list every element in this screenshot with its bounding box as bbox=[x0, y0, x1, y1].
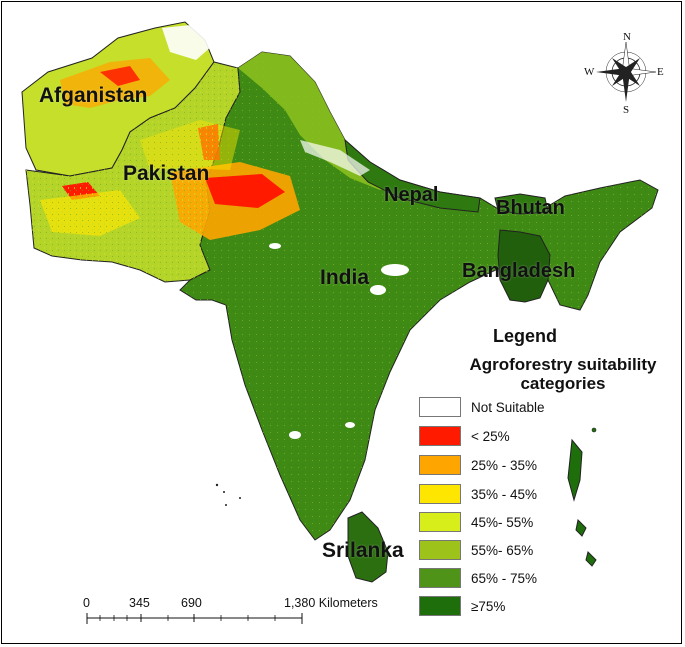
scale-label-690: 690 bbox=[181, 596, 202, 610]
legend-label: 45%- 55% bbox=[471, 514, 534, 530]
compass-rose: N S E W bbox=[584, 31, 664, 116]
compass-n: N bbox=[623, 31, 631, 43]
legend-item-lt25: < 25% bbox=[419, 425, 510, 447]
legend-swatch bbox=[419, 426, 461, 446]
label-afghanistan: Afganistan bbox=[39, 84, 148, 107]
legend-swatch bbox=[419, 596, 461, 616]
scale-label-0: 0 bbox=[83, 596, 90, 610]
label-pakistan: Pakistan bbox=[123, 162, 210, 185]
compass-w: W bbox=[584, 66, 595, 78]
legend-item-35-45: 35% - 45% bbox=[419, 483, 537, 505]
scale-label-1380: 1,380 Kilometers bbox=[284, 596, 378, 610]
region-bangladesh bbox=[497, 229, 551, 303]
compass-e: E bbox=[657, 66, 664, 78]
legend-item-ge75: ≥75% bbox=[419, 595, 505, 617]
legend-item-65-75: 65% - 75% bbox=[419, 567, 537, 589]
hotspot-white bbox=[162, 24, 212, 60]
label-bhutan: Bhutan bbox=[496, 197, 565, 219]
hotspot-north-red bbox=[100, 66, 140, 86]
legend-label: 55%- 65% bbox=[471, 542, 534, 558]
legend-swatch bbox=[419, 484, 461, 504]
legend-label: 25% - 35% bbox=[471, 457, 538, 473]
legend-label: 35% - 45% bbox=[471, 486, 538, 502]
label-india: India bbox=[320, 266, 370, 289]
compass-s: S bbox=[623, 104, 629, 116]
scale-label-345: 345 bbox=[129, 596, 150, 610]
legend-label: < 25% bbox=[471, 428, 510, 444]
legend-swatch bbox=[419, 540, 461, 560]
legend-subtitle-1: Agroforestry suitability bbox=[469, 355, 657, 374]
legend-item-not-suitable: Not Suitable bbox=[419, 396, 545, 418]
region-bhutan bbox=[494, 193, 549, 215]
legend-swatch bbox=[419, 455, 461, 475]
legend-swatch bbox=[419, 568, 461, 588]
legend-label: ≥75% bbox=[471, 598, 506, 614]
region-srilanka bbox=[347, 511, 389, 583]
legend-swatch bbox=[419, 512, 461, 532]
label-nepal: Nepal bbox=[384, 184, 439, 206]
legend-item-55-65: 55%- 65% bbox=[419, 539, 533, 561]
scale-bar bbox=[86, 613, 303, 624]
legend-item-45-55: 45%- 55% bbox=[419, 511, 533, 533]
legend-item-25-35: 25% - 35% bbox=[419, 454, 537, 476]
label-bangladesh: Bangladesh bbox=[462, 260, 576, 282]
legend-title: Legend bbox=[493, 326, 558, 346]
region-andaman bbox=[567, 438, 583, 502]
legend-subtitle-2: categories bbox=[520, 374, 606, 393]
legend-label: 65% - 75% bbox=[471, 570, 538, 586]
legend-swatch bbox=[419, 397, 461, 417]
hotspot-center-red bbox=[205, 174, 285, 208]
label-srilanka: Srilanka bbox=[322, 539, 404, 562]
legend-label: Not Suitable bbox=[471, 399, 545, 415]
